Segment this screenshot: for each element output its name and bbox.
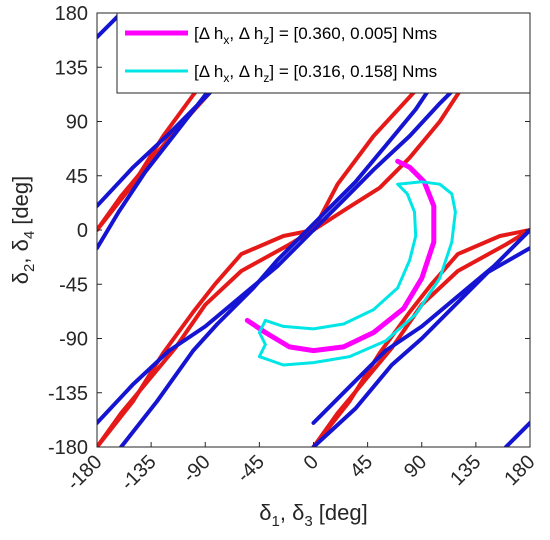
curve-7	[311, 228, 530, 447]
x-tick-label: -45	[233, 451, 269, 487]
curve-17	[257, 180, 457, 367]
y-axis-ticks: -180 -135 -90 -45 0 45 90 135 180	[48, 3, 530, 459]
y-tick-label: 45	[66, 166, 88, 188]
x-axis-label: δ1, δ3 [deg]	[259, 500, 367, 530]
y-axis-label: δ2, δ4 [deg]	[8, 176, 38, 284]
legend: [Δ hx, Δ hz] = [0.360, 0.005] Nms [Δ hx,…	[116, 12, 531, 94]
x-tick-label: -135	[117, 451, 161, 495]
legend-box	[116, 12, 531, 94]
y-tick-label: -90	[59, 329, 88, 351]
curve-13	[311, 228, 530, 425]
y-tick-label: 135	[55, 57, 88, 79]
x-tick-label: 90	[400, 451, 431, 482]
y-tick-label: 180	[55, 3, 88, 25]
y-tick-label: 0	[77, 220, 88, 242]
y-tick-label: 90	[66, 112, 88, 134]
x-tick-label: 135	[446, 451, 485, 490]
x-tick-label: 45	[346, 451, 377, 482]
x-tick-label: -90	[179, 451, 215, 487]
x-tick-label: 180	[500, 451, 539, 490]
curve-3	[97, 228, 316, 447]
curve-10	[97, 13, 124, 40]
curve-15	[503, 420, 530, 447]
y-tick-label: -45	[59, 274, 88, 296]
y-tick-label: -180	[48, 437, 88, 459]
x-tick-label: 0	[300, 451, 323, 474]
y-tick-label: -135	[48, 383, 88, 405]
curve-14	[311, 246, 530, 447]
legend-label-1: [Δ hx, Δ hz] = [0.316, 0.158] Nms	[194, 62, 437, 85]
legend-label-0: [Δ hx, Δ hz] = [0.360, 0.005] Nms	[194, 24, 437, 47]
